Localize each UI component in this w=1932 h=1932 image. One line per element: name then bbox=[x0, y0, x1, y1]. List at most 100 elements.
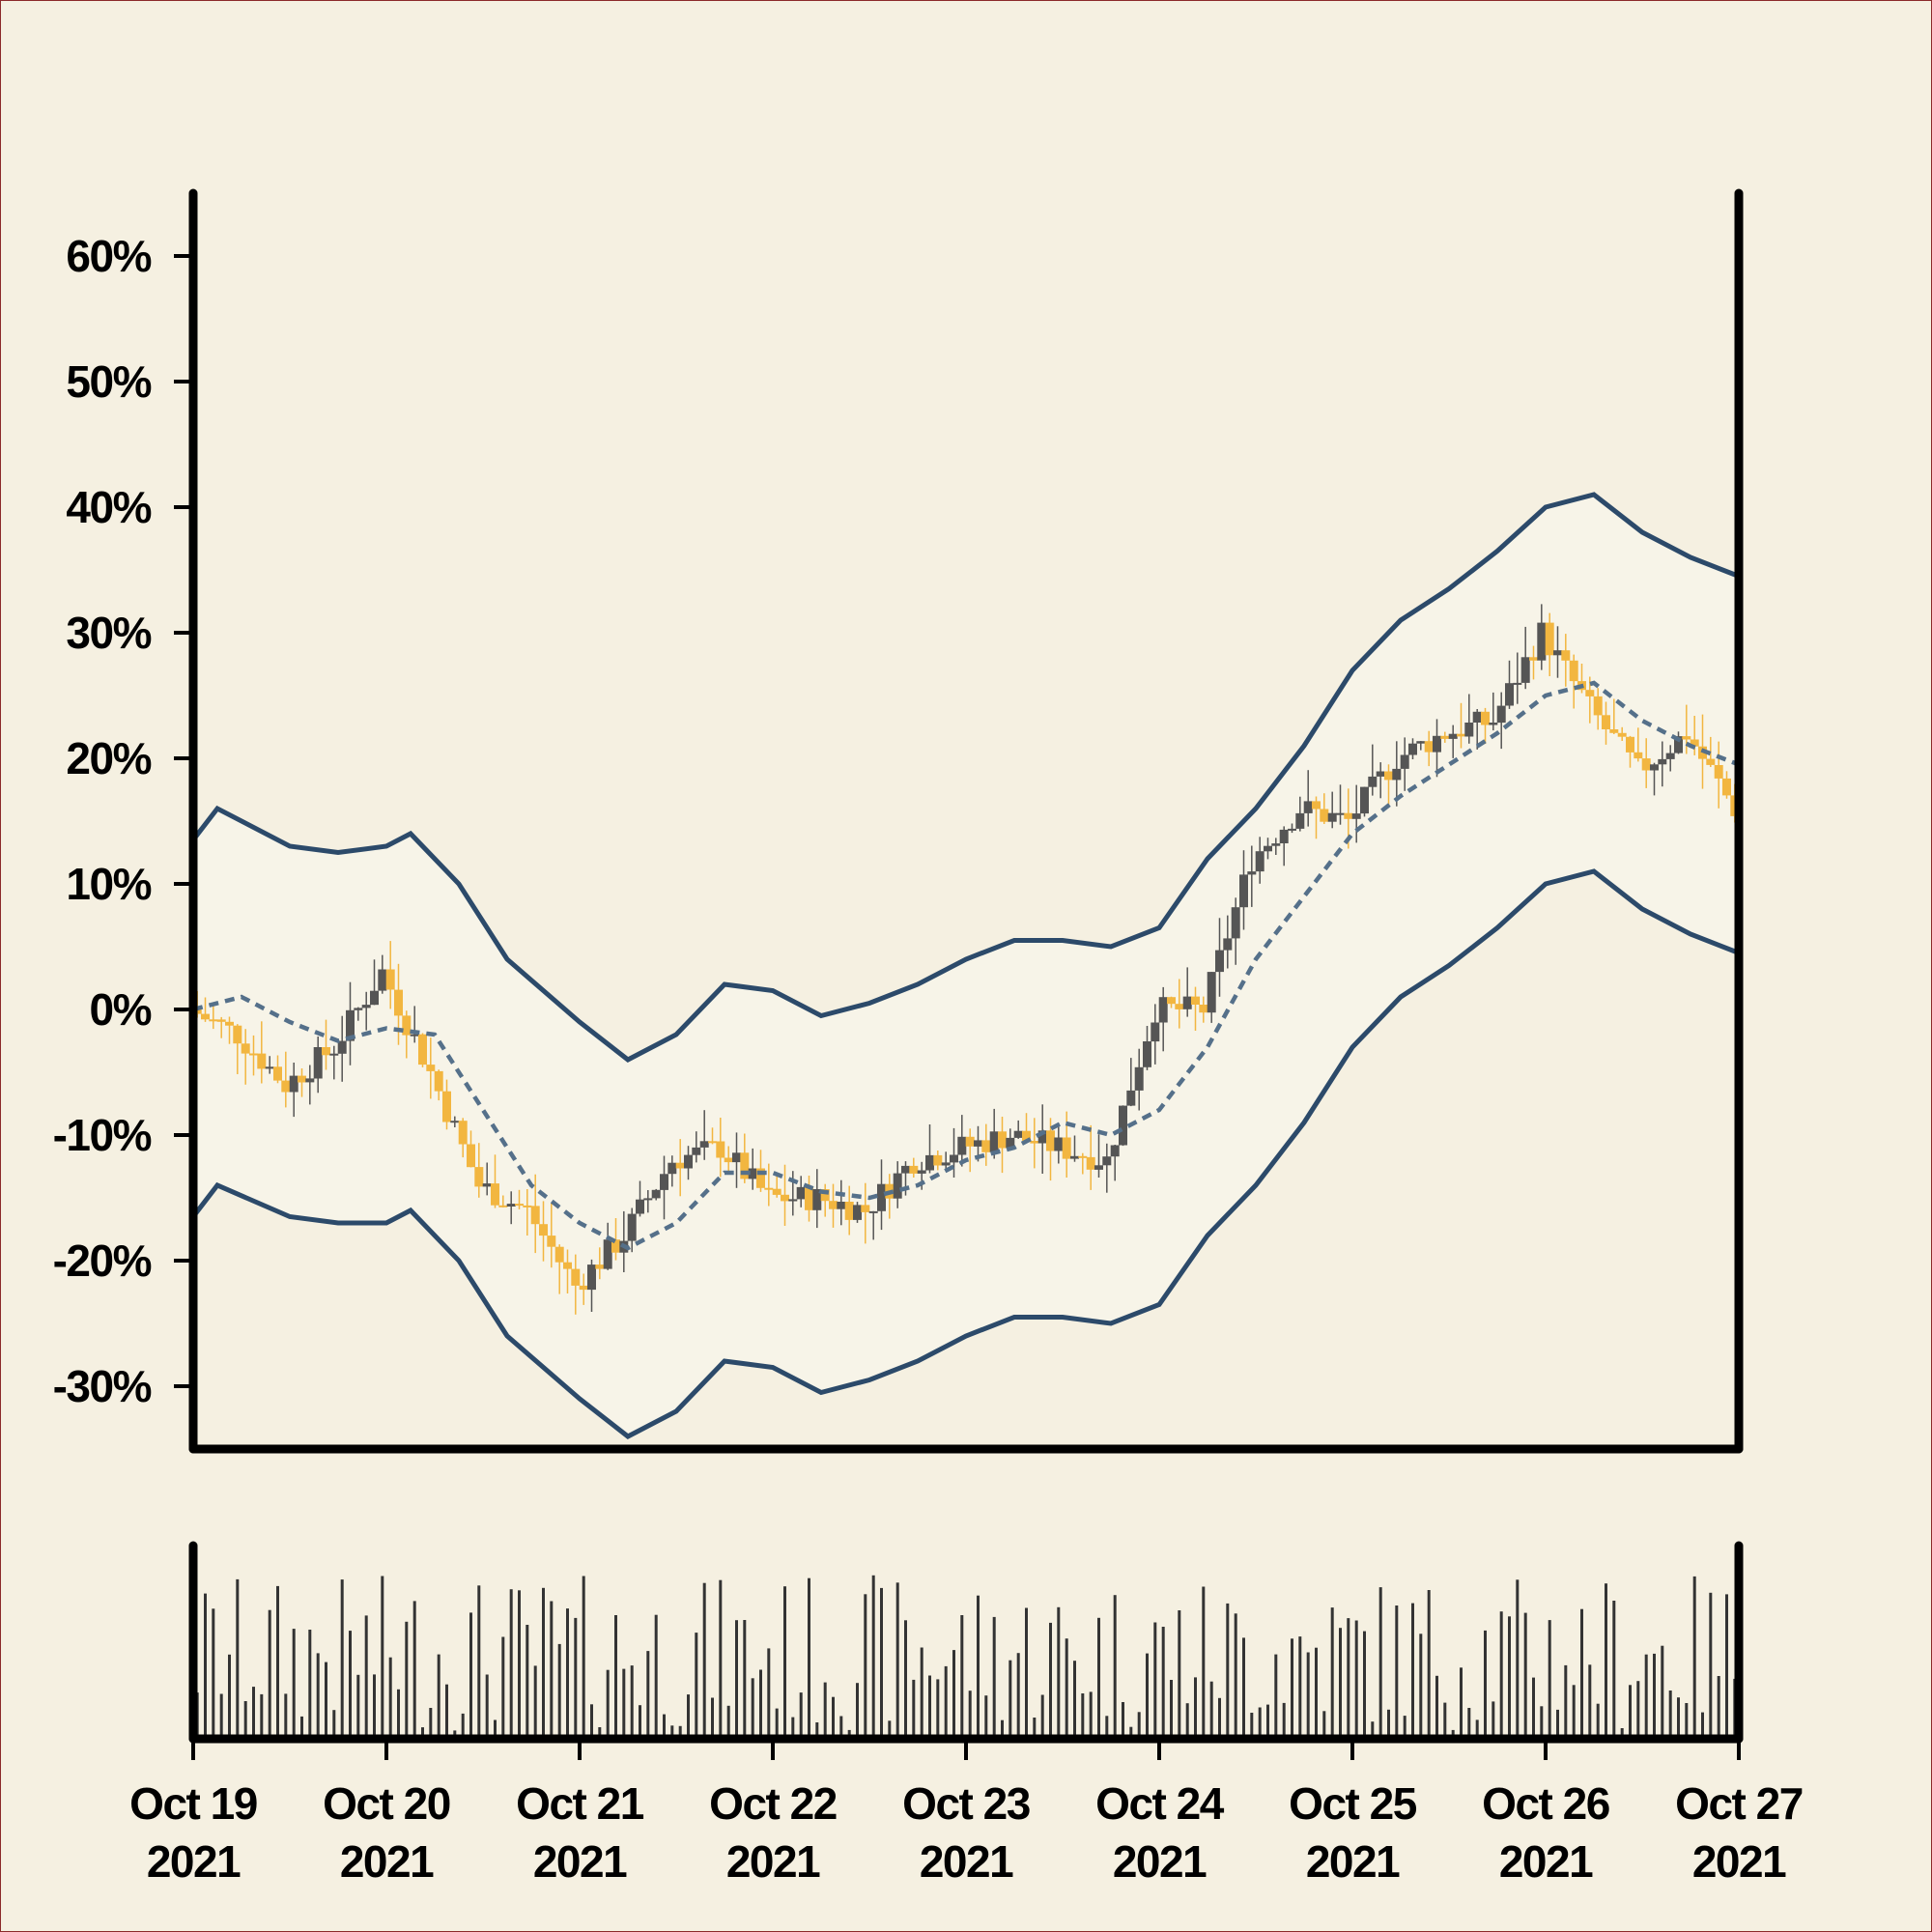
volume-bar bbox=[1475, 1719, 1479, 1739]
volume-bar bbox=[1644, 1654, 1648, 1739]
volume-bar bbox=[1291, 1638, 1293, 1739]
candle-body-down bbox=[1593, 696, 1603, 716]
candle-body-down bbox=[1030, 1141, 1039, 1144]
candle-body-up bbox=[1119, 1105, 1127, 1146]
volume-bar bbox=[832, 1696, 835, 1739]
x-tick-label-date: Oct 27 bbox=[1675, 1778, 1803, 1829]
volume-bar bbox=[1588, 1664, 1592, 1739]
candle-body-up bbox=[1102, 1156, 1112, 1166]
candle-body-up bbox=[925, 1154, 934, 1171]
candle-body-down bbox=[724, 1157, 733, 1163]
volume-bar bbox=[1523, 1612, 1527, 1739]
candle-body-down bbox=[844, 1202, 854, 1220]
volume-bar bbox=[243, 1701, 247, 1739]
candle-body-up bbox=[1295, 812, 1305, 829]
candle-body-down bbox=[281, 1080, 291, 1093]
candle-body-down bbox=[1384, 771, 1393, 781]
volume-bar bbox=[1677, 1697, 1680, 1739]
candle-body-down bbox=[225, 1021, 234, 1026]
volume-bar bbox=[1508, 1616, 1511, 1739]
volume-bar bbox=[1306, 1652, 1310, 1739]
candle-body-up bbox=[668, 1162, 677, 1175]
volume-bar bbox=[542, 1587, 545, 1739]
volume-bar bbox=[678, 1725, 682, 1739]
candle-body-up bbox=[1231, 907, 1240, 939]
candle-body-up bbox=[329, 1053, 339, 1056]
x-tick-label-date: Oct 23 bbox=[902, 1778, 1030, 1829]
candle-body-down bbox=[1569, 660, 1578, 682]
candle-body-up bbox=[1537, 622, 1547, 661]
x-tick-label-year: 2021 bbox=[533, 1836, 627, 1887]
candle-body-up bbox=[289, 1075, 298, 1093]
candle-body-up bbox=[1368, 776, 1378, 787]
candle-body-up bbox=[1416, 741, 1426, 744]
candle-body-up bbox=[1400, 754, 1409, 769]
volume-bar bbox=[1194, 1677, 1197, 1739]
candle-body-up bbox=[482, 1183, 492, 1187]
candle-body-down bbox=[523, 1205, 532, 1208]
candle-body-up bbox=[378, 969, 387, 991]
volume-bar bbox=[1484, 1630, 1487, 1739]
volume-bar bbox=[1065, 1638, 1068, 1739]
volume-bar bbox=[1427, 1590, 1431, 1739]
volume-bar bbox=[1540, 1706, 1544, 1739]
volume-bar bbox=[606, 1669, 610, 1739]
volume-bar bbox=[533, 1665, 537, 1739]
volume-bar bbox=[968, 1690, 972, 1739]
volume-bar bbox=[1250, 1713, 1254, 1739]
volume-panel bbox=[195, 1575, 1737, 1739]
x-tick-label-date: Oct 24 bbox=[1095, 1778, 1225, 1829]
candle-body-down bbox=[981, 1140, 991, 1152]
y-tick-label: 10% bbox=[66, 859, 151, 909]
volume-bar bbox=[494, 1719, 497, 1739]
volume-bar bbox=[1081, 1693, 1085, 1739]
candle-body-up bbox=[1279, 829, 1289, 843]
volume-bar bbox=[1282, 1702, 1286, 1739]
candle-body-up bbox=[989, 1131, 999, 1152]
volume-bar bbox=[1443, 1702, 1447, 1739]
candle-body-up bbox=[853, 1205, 862, 1220]
candle-body-up bbox=[337, 1040, 347, 1054]
candle-body-up bbox=[361, 1005, 371, 1009]
y-tick-label: -10% bbox=[53, 1110, 152, 1160]
volume-bar bbox=[1620, 1728, 1624, 1739]
y-tick-label: 60% bbox=[66, 231, 151, 281]
volume-bar bbox=[1499, 1611, 1503, 1739]
candle-body-down bbox=[579, 1285, 588, 1291]
candle-body-down bbox=[1062, 1137, 1071, 1159]
volume-bar bbox=[1605, 1583, 1607, 1739]
volume-bar bbox=[791, 1717, 795, 1739]
candle-body-down bbox=[434, 1070, 443, 1092]
candle-body-down bbox=[467, 1144, 475, 1168]
volume-bar bbox=[1653, 1653, 1656, 1739]
candle-body-up bbox=[603, 1239, 612, 1269]
volume-bar bbox=[1395, 1605, 1399, 1739]
candle-body-up bbox=[1223, 938, 1233, 951]
candle-body-down bbox=[805, 1186, 813, 1210]
candle-body-up bbox=[692, 1147, 701, 1155]
candle-body-down bbox=[402, 1015, 412, 1036]
candle-body-up bbox=[732, 1152, 741, 1163]
candle-body-down bbox=[418, 1034, 427, 1065]
volume-bar bbox=[598, 1727, 602, 1739]
candle-body-up bbox=[1143, 1041, 1151, 1067]
band-fill bbox=[193, 495, 1739, 1436]
candle-body-down bbox=[298, 1075, 306, 1083]
candle-body-up bbox=[1665, 753, 1675, 759]
volume-bar bbox=[1709, 1592, 1713, 1739]
candle-body-down bbox=[1690, 739, 1699, 747]
y-tick-label: -20% bbox=[53, 1236, 152, 1286]
volume-bar bbox=[284, 1693, 288, 1739]
candle-body-down bbox=[1585, 690, 1595, 696]
candle-body-up bbox=[796, 1186, 806, 1200]
volume-bar bbox=[670, 1725, 674, 1739]
candle-body-up bbox=[1489, 723, 1498, 725]
volume-bar bbox=[566, 1608, 569, 1739]
candle-body-up bbox=[1658, 758, 1667, 765]
volume-bar bbox=[1636, 1681, 1640, 1739]
candle-body-down bbox=[209, 1019, 218, 1022]
candle-body-up bbox=[305, 1078, 315, 1083]
candle-body-down bbox=[273, 1066, 282, 1081]
volume-bar bbox=[1330, 1607, 1334, 1739]
volume-bar bbox=[1153, 1622, 1157, 1739]
